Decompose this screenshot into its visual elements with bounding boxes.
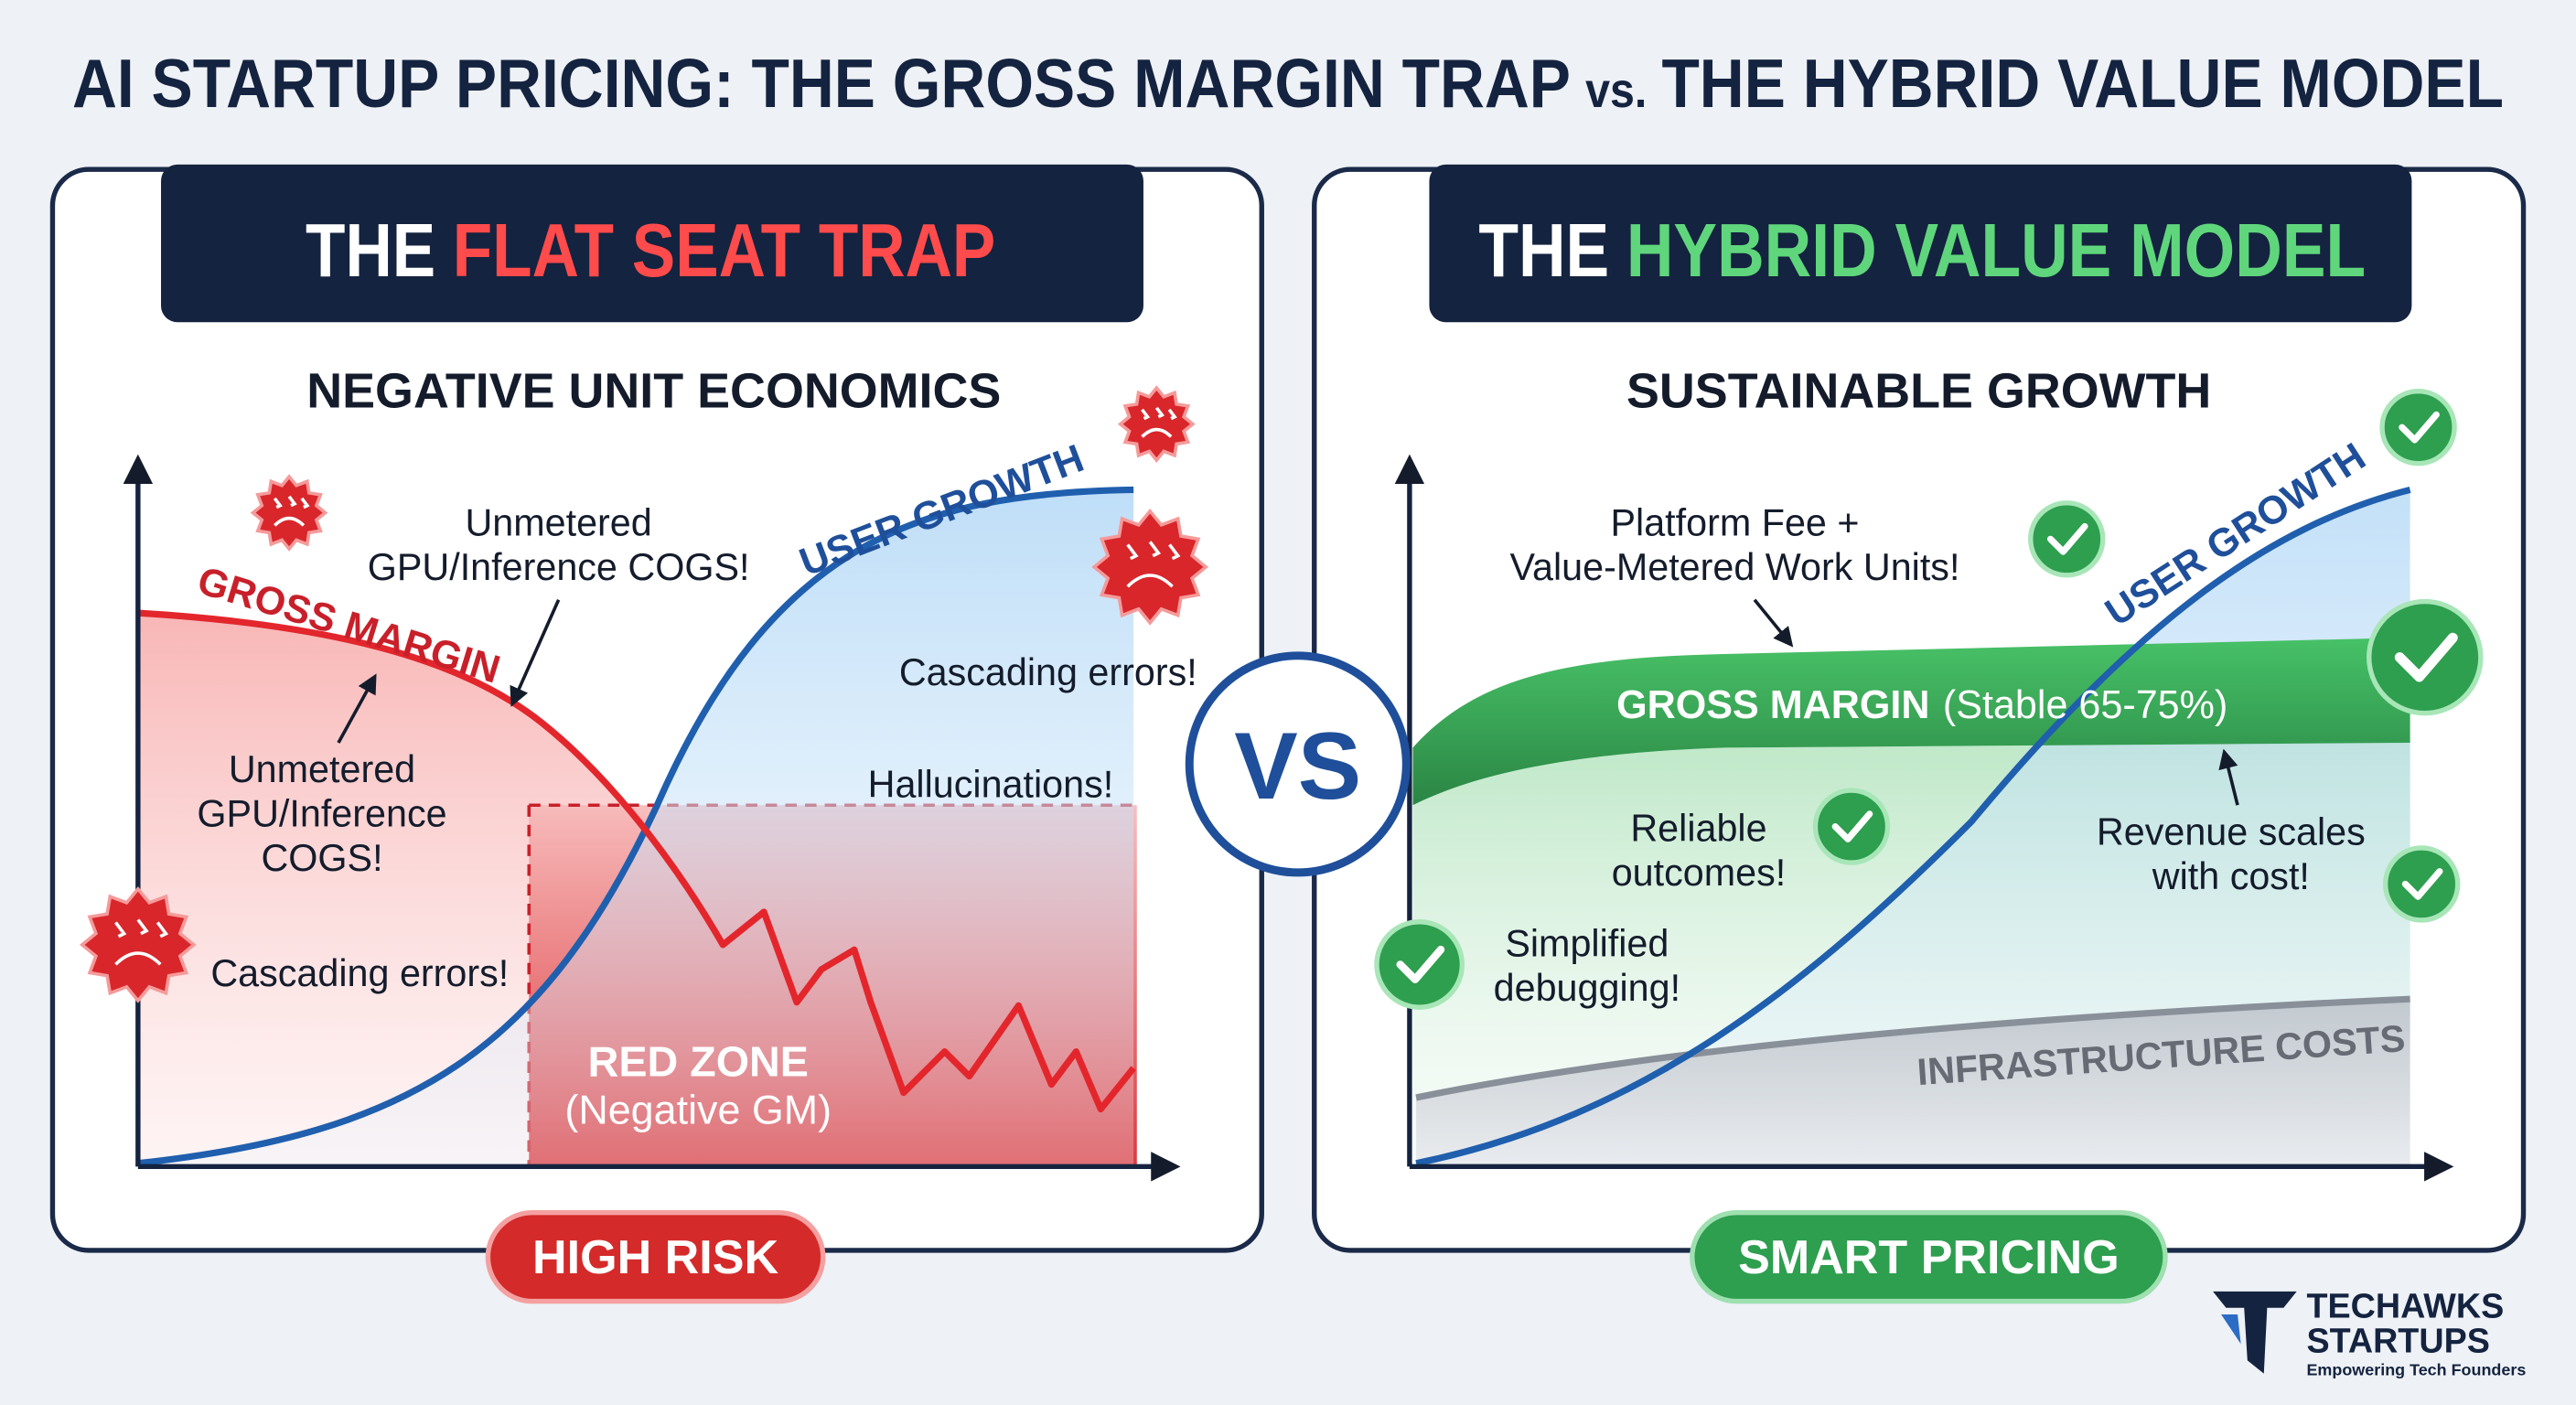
check-mark xyxy=(2046,522,2088,555)
badge-high-risk xyxy=(485,1209,826,1304)
line: COGS! xyxy=(261,837,382,879)
badge-text: HIGH RISK xyxy=(532,1231,778,1284)
warning-bolts xyxy=(273,495,310,509)
warning-burst xyxy=(1091,508,1209,626)
red-zone-note: (Negative GM) xyxy=(564,1087,832,1133)
title-vs: vs. xyxy=(1585,63,1647,118)
left-banner xyxy=(161,164,1143,323)
note: (Stable 65-75%) xyxy=(1943,683,2227,727)
user-growth-curve xyxy=(1415,486,2411,1167)
user-growth-area xyxy=(137,489,1134,1167)
line: GPU/Inference xyxy=(197,793,446,835)
line: Unmetered xyxy=(465,502,651,544)
logo-tagline: Empowering Tech Founders xyxy=(2306,1360,2526,1378)
hallucinations: Hallucinations! xyxy=(868,763,1114,805)
check-mark xyxy=(2399,411,2440,444)
gross-margin-label: GROSS MARGIN (Stable 65-75%) xyxy=(1616,683,2227,727)
line: Unmetered xyxy=(229,748,415,790)
revenue: Revenue scales with cost! xyxy=(2097,810,2366,896)
callout-left: Unmetered GPU/Inference COGS! xyxy=(197,748,446,879)
left-banner-title: THEFLAT SEAT TRAP xyxy=(306,208,995,293)
check-mark xyxy=(2394,632,2458,682)
banner-prefix: THE xyxy=(1478,208,1609,293)
line: Platform Fee + xyxy=(1610,502,1859,544)
line: outcomes! xyxy=(1612,852,1787,894)
vs-text: VS xyxy=(1234,713,1361,820)
badge-smart-pricing xyxy=(1690,1209,2168,1304)
check-mark xyxy=(1831,810,1873,842)
gross-margin-band xyxy=(1412,638,2410,806)
badge-text: SMART PRICING xyxy=(1738,1231,2120,1284)
label: GROSS MARGIN xyxy=(1616,683,1929,727)
gross-margin-curve xyxy=(137,609,1136,1113)
debugging: Simplified debugging! xyxy=(1494,922,1680,1008)
red-zone-title: RED ZONE xyxy=(588,1038,809,1086)
right-banner xyxy=(1429,164,2412,323)
warning-bolts xyxy=(1126,541,1181,561)
cascading-errors: Cascading errors! xyxy=(899,651,1197,693)
vs-circle xyxy=(1185,651,1411,877)
line: Reliable xyxy=(1630,808,1766,850)
cascading-errors: Cascading errors! xyxy=(210,952,509,994)
warning-burst xyxy=(79,886,197,1003)
arrow xyxy=(1753,598,1794,648)
check-mark xyxy=(2401,868,2443,900)
check-circle xyxy=(2367,598,2484,716)
check-circle xyxy=(1374,919,1465,1010)
warning-face xyxy=(114,951,162,966)
left-subtitle: NEGATIVE UNIT ECONOMICS xyxy=(306,364,1001,419)
check-circle xyxy=(2028,500,2106,578)
warning-burst xyxy=(1117,385,1196,463)
line: Value-Metered Work Units! xyxy=(1510,546,1960,588)
warning-face xyxy=(1141,427,1173,438)
callout-top: Unmetered GPU/Inference COGS! xyxy=(368,502,750,588)
user-growth-curve xyxy=(137,486,1134,1167)
title-left: AI STARTUP PRICING: THE GROSS MARGIN TRA… xyxy=(72,45,1571,122)
check-icons xyxy=(1374,388,2484,1010)
warning-icons xyxy=(79,385,1209,1003)
warning-bolts xyxy=(1141,406,1177,421)
right-subtitle: SUSTAINABLE GROWTH xyxy=(1626,364,2211,419)
line: debugging! xyxy=(1494,967,1680,1009)
logo-mark xyxy=(2213,1291,2297,1374)
title-right: THE HYBRID VALUE MODEL xyxy=(1661,45,2504,122)
banner-highlight: HYBRID VALUE MODEL xyxy=(1626,208,2366,293)
arrow xyxy=(510,599,561,707)
reliable: Reliable outcomes! xyxy=(1612,808,1787,894)
line: with cost! xyxy=(2152,855,2310,897)
check-circle xyxy=(2382,845,2461,923)
line: Revenue scales xyxy=(2097,810,2366,853)
warning-face xyxy=(1126,574,1174,588)
line: GPU/Inference COGS! xyxy=(368,546,750,588)
infrastructure-curve xyxy=(1415,995,2410,1101)
banner-highlight: FLAT SEAT TRAP xyxy=(453,208,996,293)
logo-line1: TECHAWKS xyxy=(2306,1287,2504,1325)
infrastructure-area xyxy=(1416,999,2410,1167)
arrow xyxy=(337,673,377,744)
warning-bolts xyxy=(113,918,169,938)
warning-burst xyxy=(250,474,328,552)
check-circle xyxy=(2379,388,2457,467)
check-mark xyxy=(1396,945,1445,983)
right-banner-title: THEHYBRID VALUE MODEL xyxy=(1478,208,2366,293)
callout-top: Platform Fee + Value-Metered Work Units! xyxy=(1510,502,1960,588)
check-circle xyxy=(1812,788,1891,865)
arrow xyxy=(2218,748,2239,806)
banner-prefix: THE xyxy=(306,208,435,293)
line: Simplified xyxy=(1505,922,1669,964)
logo-line2: STARTUPS xyxy=(2306,1321,2489,1359)
page-title: AI STARTUP PRICING: THE GROSS MARGIN TRA… xyxy=(72,45,2504,122)
warning-face xyxy=(274,516,306,527)
